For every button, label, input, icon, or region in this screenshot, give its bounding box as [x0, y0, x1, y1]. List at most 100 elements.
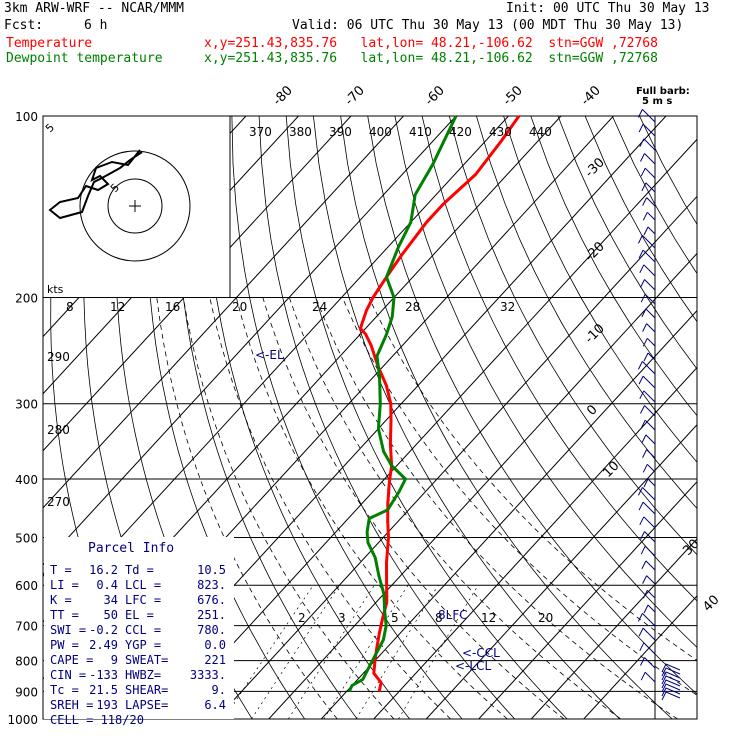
- hodograph-speed-label: 24: [312, 300, 327, 314]
- dry-adiabat: [611, 116, 697, 275]
- dry-adiabat: [258, 116, 515, 719]
- parcel-field-value: 3333.: [190, 668, 226, 682]
- wind-barb: [642, 323, 656, 333]
- dry-adiabat: [584, 116, 697, 323]
- hodograph-box: [42, 115, 231, 299]
- isotherm-line: [425, 423, 697, 719]
- dry-adiabat: [340, 116, 673, 719]
- parcel-field-value: 823.: [197, 578, 226, 592]
- isotherm-line: [478, 481, 697, 719]
- wind-barb: [637, 235, 656, 249]
- isotherm-label: 0: [584, 402, 600, 418]
- isotherm-line: [43, 116, 352, 452]
- mixing-ratio-line: [355, 585, 439, 719]
- wind-barb: [640, 545, 656, 557]
- wind-barb: [640, 419, 656, 431]
- isotherm-line: [43, 116, 457, 566]
- parcel-field-label: SREH =: [50, 698, 93, 712]
- pressure-label-100: 100: [15, 110, 38, 124]
- parcel-field-value: 0.0: [204, 638, 226, 652]
- pressure-label-600: 600: [15, 579, 38, 593]
- isotherm-label: -20: [582, 239, 608, 265]
- hodograph-speed-label: 28: [405, 300, 420, 314]
- theta-e-label: 420: [449, 125, 472, 139]
- pressure-label-800: 800: [15, 655, 38, 669]
- parcel-field-value: 16.2: [89, 563, 118, 577]
- barb-legend-value: 5 m s: [642, 96, 672, 107]
- parcel-field-value: 9.: [212, 683, 226, 697]
- hodograph-speed-label: 32: [500, 300, 515, 314]
- dry-adiabat: [394, 116, 697, 648]
- parcel-field-label: EL =: [125, 608, 154, 622]
- wind-barb: [640, 531, 656, 543]
- parcel-field-label: HWBZ=: [125, 668, 161, 682]
- parcel-field-value: 221: [204, 653, 226, 667]
- theta-label: 270: [47, 495, 70, 509]
- isotherm-line: [583, 595, 697, 719]
- hodograph-kts-label: kts: [47, 283, 64, 296]
- parcel-info-title: Parcel Info: [88, 541, 174, 556]
- hodograph-trace: [48, 149, 143, 220]
- isotherm-line: [268, 252, 697, 719]
- wind-barb: [643, 478, 656, 488]
- hodograph-ring: [79, 150, 191, 262]
- mixing-ratio-line: [323, 585, 409, 719]
- parcel-field-label: SWI =: [50, 623, 86, 637]
- wind-barb: [661, 679, 681, 689]
- wind-barb: [642, 197, 656, 207]
- wind-barb: [639, 264, 656, 277]
- mixing-ratio-label: 20: [538, 611, 553, 625]
- level-marker-label: <-LCL: [455, 659, 491, 673]
- isotherm-line: [530, 538, 697, 719]
- wind-barb: [661, 675, 681, 685]
- wind-barb: [639, 642, 656, 655]
- mixing-ratio-label: 2: [298, 611, 306, 625]
- header-fcst-value: 6 h: [84, 18, 108, 33]
- wind-barb: [640, 279, 656, 291]
- dry-adiabat: [231, 116, 463, 719]
- wind-barb: [640, 153, 656, 165]
- parcel-field-value: 780.: [197, 623, 226, 637]
- wind-barb: [637, 361, 656, 375]
- dry-adiabat: [313, 116, 620, 719]
- wind-barb: [638, 375, 656, 389]
- parcel-field-value: 0.4: [96, 578, 118, 592]
- parcel-field-value: 34: [104, 593, 118, 607]
- theta-e-label: 370: [249, 125, 272, 139]
- wind-barb: [661, 671, 681, 681]
- parcel-field-value: 10.5: [197, 563, 226, 577]
- dry-adiabat: [448, 116, 697, 556]
- parcel-info-panel: [44, 537, 234, 719]
- wind-barb: [638, 249, 656, 263]
- parcel-field-value: 676.: [197, 593, 226, 607]
- moist-adiabat: [156, 297, 338, 719]
- header-valid: Valid: 06 UTC Thu 30 May 13 (00 MDT Thu …: [292, 18, 684, 33]
- theta-e-label: 430: [489, 125, 512, 139]
- moist-adiabat: [209, 297, 451, 719]
- isotherm-line: [43, 116, 404, 509]
- dewpoint-profile: [347, 115, 458, 693]
- wind-barb: [640, 671, 656, 683]
- parcel-field-label: TT =: [50, 608, 79, 622]
- wind-barb: [640, 657, 656, 669]
- wind-barb: [637, 487, 656, 501]
- parcel-field-value: 50: [104, 608, 118, 622]
- dry-adiabat: [476, 116, 697, 509]
- wind-barb: [640, 405, 656, 417]
- hodograph-speed-label: 8: [66, 300, 74, 314]
- isotherm-label: -70: [342, 83, 368, 109]
- parcel-field-label: LCL =: [125, 578, 161, 592]
- parcel-field-label: Td =: [125, 563, 154, 577]
- parcel-field-label: SWEAT=: [125, 653, 168, 667]
- level-marker-label: <-EL: [255, 348, 284, 362]
- parcel-field-label: LFC =: [125, 593, 161, 607]
- dry-adiabat: [175, 116, 358, 719]
- isotherm-line: [320, 309, 697, 719]
- dewpoint-legend-location: x,y=251.43,835.76 lat,lon= 48.21,-106.62…: [204, 51, 658, 66]
- parcel-field-label: CAPE =: [50, 653, 93, 667]
- mixing-ratio-line: [288, 585, 375, 719]
- mixing-ratio-label: 5: [391, 611, 399, 625]
- parcel-field-label: Tc =: [50, 683, 79, 697]
- wind-barb: [643, 352, 656, 362]
- mixing-ratio-label: 3: [338, 611, 346, 625]
